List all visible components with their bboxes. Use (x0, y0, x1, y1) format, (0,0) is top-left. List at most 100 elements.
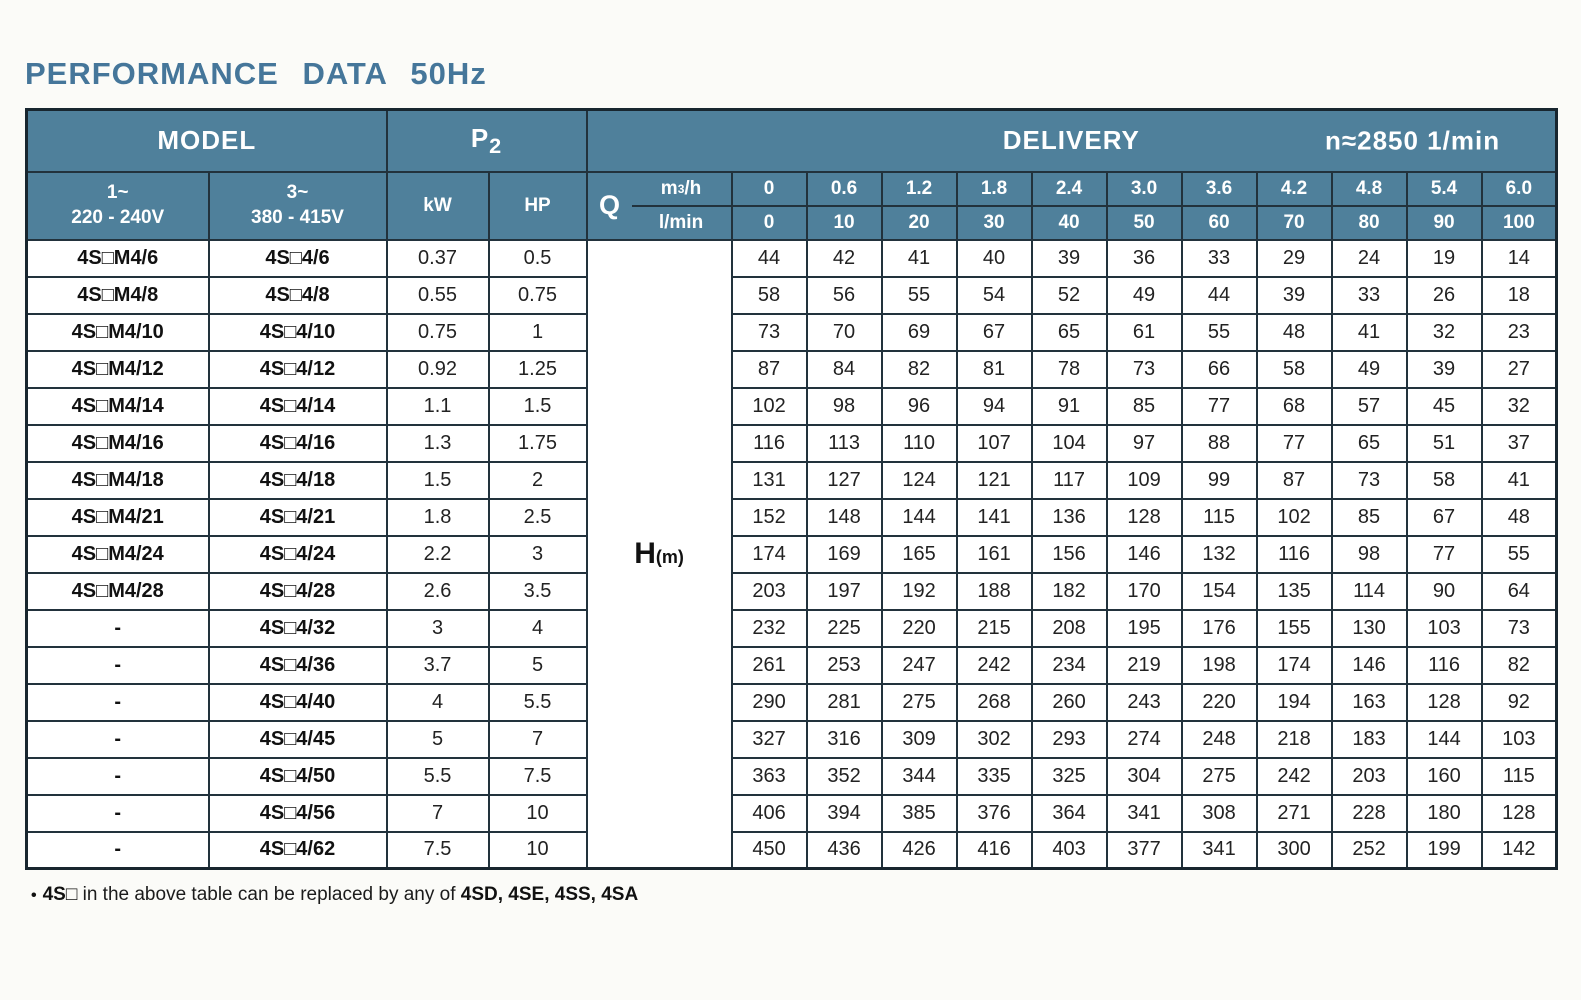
table-row: 4S□M4/14 4S□4/14 1.1 1.5 102 98 96 94 91 85 77 68 57… (25, 386, 1558, 426)
head-value-cell: 77 (1405, 534, 1483, 574)
head-value-cell: 436 (805, 830, 883, 870)
head-value-cell: 18 (1480, 275, 1558, 315)
table-row: -4S□4/62 7.5 10 450 436 426 416 403 377 341 300 252… (25, 830, 1558, 870)
head-value-cell: 426 (880, 830, 958, 870)
head-value-cell: 78 (1030, 349, 1108, 389)
head-value-cell: 304 (1105, 756, 1183, 796)
table-row: -4S□4/32 3 4 232 225 220 215 208 195 176 155 130 103… (25, 608, 1558, 648)
head-value-cell: 131 (730, 460, 808, 500)
head-value-cell: 220 (880, 608, 958, 648)
head-value-cell: 23 (1480, 312, 1558, 352)
model-3phase-cell: 4S□4/21 (207, 497, 388, 537)
kw-cell: 0.75 (385, 312, 490, 352)
head-value-cell: 98 (1330, 534, 1408, 574)
model-3phase-cell: 4S□4/6 (207, 238, 388, 278)
head-value-cell: 124 (880, 460, 958, 500)
head-value-cell: 104 (1030, 423, 1108, 463)
p2-subscript: 2 (489, 132, 503, 158)
head-value-cell: 44 (730, 238, 808, 278)
head-value-cell: 268 (955, 682, 1033, 722)
head-value-cell: 115 (1480, 756, 1558, 796)
head-value-cell: 128 (1405, 682, 1483, 722)
model-1phase-cell: - (25, 793, 210, 833)
head-value-cell: 121 (955, 460, 1033, 500)
table-row: 4S□M4/6 4S□4/6 0.37 0.5 H(m) 44 42 41 40 39 36 33 29… (25, 238, 1558, 870)
phase3-line2: 380 - 415V (251, 206, 344, 228)
hp-cell: 0.5 (487, 238, 588, 278)
hp-cell: 10 (487, 830, 588, 870)
flow-lmin-header-cell: 30 (955, 204, 1033, 241)
head-value-cell: 116 (1255, 534, 1333, 574)
head-value-cell: 195 (1105, 608, 1183, 648)
head-value-cell: 55 (880, 275, 958, 315)
model-3phase-cell: 4S□4/18 (207, 460, 388, 500)
flow-m3h-header-cell: 1.8 (955, 170, 1033, 207)
head-value-cell: 274 (1105, 719, 1183, 759)
head-value-cell: 192 (880, 571, 958, 611)
kw-cell: 1.5 (385, 460, 490, 500)
head-value-cell: 218 (1255, 719, 1333, 759)
model-1phase-cell: 4S□M4/10 (25, 312, 210, 352)
header-row-lmin: 0 10 20 30 40 50 60 70 80 90 100 (27, 204, 1558, 241)
head-value-cell: 19 (1405, 238, 1483, 278)
head-value-cell: 308 (1180, 793, 1258, 833)
hp-cell: 5 (487, 645, 588, 685)
flow-m3h-header-cell: 6.0 (1480, 170, 1558, 207)
hp-cell: 0.75 (487, 275, 588, 315)
table-row: -4S□4/36 3.7 5 261 253 247 242 234 219 198 174 146 1… (25, 645, 1558, 685)
head-value-cell: 99 (1180, 460, 1258, 500)
head-value-cell: 403 (1030, 830, 1108, 870)
head-value-cell: 316 (805, 719, 883, 759)
head-value-cell: 247 (880, 645, 958, 685)
model-3phase-cell: 4S□4/28 (207, 571, 388, 611)
head-value-cell: 26 (1405, 275, 1483, 315)
model-1phase-cell: - (25, 719, 210, 759)
head-value-cell: 182 (1030, 571, 1108, 611)
head-value-cell: 48 (1255, 312, 1333, 352)
model-1phase-cell: 4S□M4/21 (25, 497, 210, 537)
catalog-page: PERFORMANCE DATA 50Hz MODEL P2 DELIVERY … (25, 56, 1559, 905)
head-value-cell: 92 (1480, 682, 1558, 722)
model-3phase-cell: 4S□4/56 (207, 793, 388, 833)
header-row-m3h: 1~ 220 - 240V 3~ 380 - 415V kW HP Q m 3/h… (25, 170, 1558, 241)
head-value-cell: 232 (730, 608, 808, 648)
flow-lmin-header-cell: 100 (1480, 204, 1558, 241)
table-row: 4S□M4/21 4S□4/21 1.8 2.5 152 148 144 141 136 128 1… (25, 497, 1558, 537)
p2-group-header: P2 (385, 108, 588, 173)
hp-cell: 1 (487, 312, 588, 352)
head-value-cell: 215 (955, 608, 1033, 648)
head-value-cell: 51 (1405, 423, 1483, 463)
head-value-cell: 260 (1030, 682, 1108, 722)
head-value-cell: 87 (730, 349, 808, 389)
head-value-cell: 117 (1030, 460, 1108, 500)
head-value-cell: 82 (1480, 645, 1558, 685)
model-1phase-cell: 4S□M4/28 (25, 571, 210, 611)
head-value-cell: 302 (955, 719, 1033, 759)
head-value-cell: 32 (1480, 386, 1558, 426)
head-value-cell: 97 (1105, 423, 1183, 463)
kw-cell: 0.92 (385, 349, 490, 389)
head-value-cell: 73 (1105, 349, 1183, 389)
hp-cell: 3 (487, 534, 588, 574)
flow-m3h-header-cell: 1.2 (880, 170, 958, 207)
table-row: -4S□4/56 7 10 406 394 385 376 364 341 308 271 228 18… (25, 793, 1558, 833)
head-value-cell: 188 (955, 571, 1033, 611)
delivery-label: DELIVERY (1002, 125, 1140, 156)
head-value-cell: 152 (730, 497, 808, 537)
head-value-cell: 39 (1255, 275, 1333, 315)
head-value-cell: 33 (1330, 275, 1408, 315)
head-value-cell: 73 (730, 312, 808, 352)
footnote-model-prefix: 4S□ (42, 884, 78, 905)
head-value-cell: 155 (1255, 608, 1333, 648)
model-3phase-cell: 4S□4/62 (207, 830, 388, 870)
head-value-cell: 275 (1180, 756, 1258, 796)
head-value-cell: 36 (1105, 238, 1183, 278)
table-row: 4S□M4/16 4S□4/16 1.3 1.75 116 113 110 107 104 97 8… (25, 423, 1558, 463)
head-value-cell: 65 (1330, 423, 1408, 463)
head-value-cell: 242 (1255, 756, 1333, 796)
flow-lmin-header-cell: 10 (805, 204, 883, 241)
head-value-cell: 174 (730, 534, 808, 574)
head-value-cell: 67 (955, 312, 1033, 352)
head-value-cell: 261 (730, 645, 808, 685)
head-value-cell: 225 (805, 608, 883, 648)
